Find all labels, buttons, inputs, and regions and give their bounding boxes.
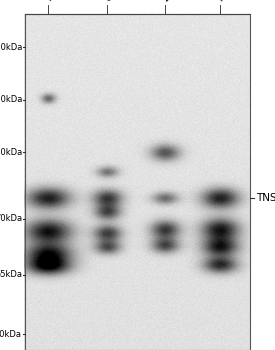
Bar xyxy=(25,14,250,350)
Text: 55kDa: 55kDa xyxy=(0,270,22,279)
Text: MCF7: MCF7 xyxy=(216,0,240,4)
Text: HepG2: HepG2 xyxy=(45,0,72,4)
Text: 130kDa: 130kDa xyxy=(0,95,22,104)
Text: 70kDa: 70kDa xyxy=(0,214,22,223)
Text: 100kDa: 100kDa xyxy=(0,148,22,157)
Text: 40kDa: 40kDa xyxy=(0,330,22,339)
Text: TNS4: TNS4 xyxy=(256,193,275,203)
Text: 170kDa: 170kDa xyxy=(0,43,22,52)
Text: 22Rv1: 22Rv1 xyxy=(161,0,187,4)
Text: U-87MG: U-87MG xyxy=(104,0,134,4)
